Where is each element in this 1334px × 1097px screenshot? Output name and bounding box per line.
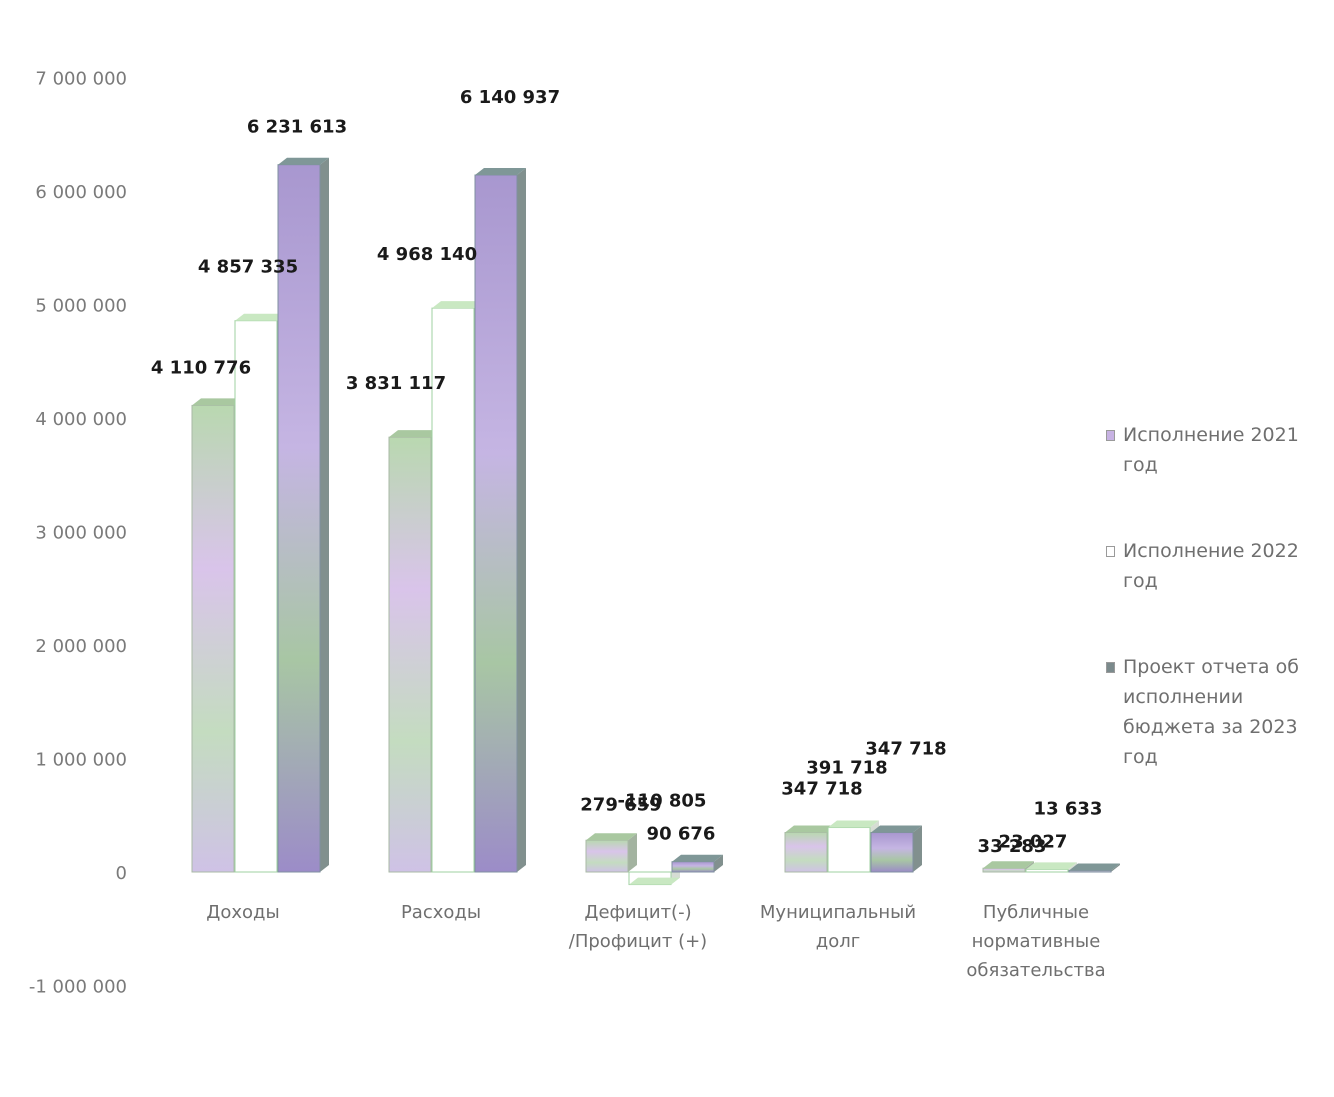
bar [870,832,914,873]
data-label: 23 027 [999,831,1068,852]
data-label: 6 140 937 [460,87,560,108]
bar-top [828,820,879,828]
bar-top [629,877,680,885]
legend: Исполнение 2021 год Исполнение 2022 год … [1106,420,1321,772]
legend-item-2023: Проект отчета об исполнении бюджета за 2… [1106,652,1321,772]
bar-side [1111,863,1120,872]
data-label: 391 718 [806,758,887,779]
data-label: 90 676 [647,824,716,845]
y-tick-label: 7 000 000 [35,69,127,90]
data-label: 4 857 335 [198,257,298,278]
y-tick-label: 6 000 000 [35,182,127,203]
data-label: 279 659 [580,794,661,815]
bar [784,832,828,873]
data-labels: 4 110 776 3 831 117 279 659 347 718 33 283 4 … [151,87,1103,857]
bar [388,436,432,873]
bar [277,164,321,873]
data-label: 4 110 776 [151,357,251,378]
legend-swatch-2022 [1106,546,1115,557]
data-label: 33 283 [978,836,1047,857]
data-label: -110 805 [618,791,707,812]
bar-top [235,313,286,321]
bar-top [1069,863,1120,871]
bar [585,839,629,873]
bars [191,157,1120,886]
y-tick-label: 5 000 000 [35,296,127,317]
bar-side [913,825,922,872]
bar-top [586,833,637,841]
bar [191,404,235,873]
category-label: Доходы [206,902,279,923]
bar [671,861,715,873]
bar [474,174,518,873]
y-tick-label: 2 000 000 [35,636,127,657]
bar-side [628,833,637,872]
bar-side [320,157,329,873]
data-label: 6 231 613 [247,117,347,138]
bar [1068,869,1112,873]
legend-item-2021: Исполнение 2021 год [1106,420,1321,480]
y-axis: 7 000 000 6 000 000 5 000 000 4 000 000 3 00… [29,69,127,998]
bar [1025,868,1069,873]
bar [234,320,278,873]
category-label: Публичные нормативные обязательства [966,902,1105,981]
y-tick-label: 4 000 000 [35,409,127,430]
y-tick-label: 1 000 000 [35,750,127,771]
bar [827,827,871,873]
data-label: 347 718 [781,779,862,800]
legend-label-2021: Исполнение 2021 год [1123,424,1299,476]
bar-top [1026,862,1077,870]
category-label: Расходы [401,902,481,923]
bar [431,307,475,873]
category-label: Муниципальный долг [760,902,916,952]
bar-top [192,398,243,406]
y-tick-label: 3 000 000 [35,523,127,544]
legend-label-2022: Исполнение 2022 год [1123,540,1299,592]
y-tick-label: -1 000 000 [29,977,127,998]
bar-top [278,157,329,165]
bar-side [517,168,526,872]
data-label: 3 831 117 [346,373,446,394]
bar-top [672,854,723,862]
legend-swatch-2023 [1106,662,1115,673]
bar-side [714,854,723,872]
y-tick-label: 0 [116,863,127,884]
data-label: 4 968 140 [377,244,477,265]
bar-top [475,168,526,176]
bar-top [785,825,836,833]
bar-top [871,825,922,833]
bar-top [432,301,483,309]
legend-item-2022: Исполнение 2022 год [1106,536,1321,596]
data-label: 13 633 [1034,798,1103,819]
legend-swatch-2021 [1106,430,1115,441]
legend-label-2023: Проект отчета об исполнении бюджета за 2… [1123,656,1299,768]
category-label: Дефицит(-)/Профицит (+) [569,902,707,952]
x-axis: Доходы Расходы Дефицит(-)/Профицит (+) Муни… [206,902,1105,981]
bar [982,867,1026,873]
bar-top [983,861,1034,869]
bar-top [389,430,440,438]
data-label: 347 718 [865,739,946,760]
